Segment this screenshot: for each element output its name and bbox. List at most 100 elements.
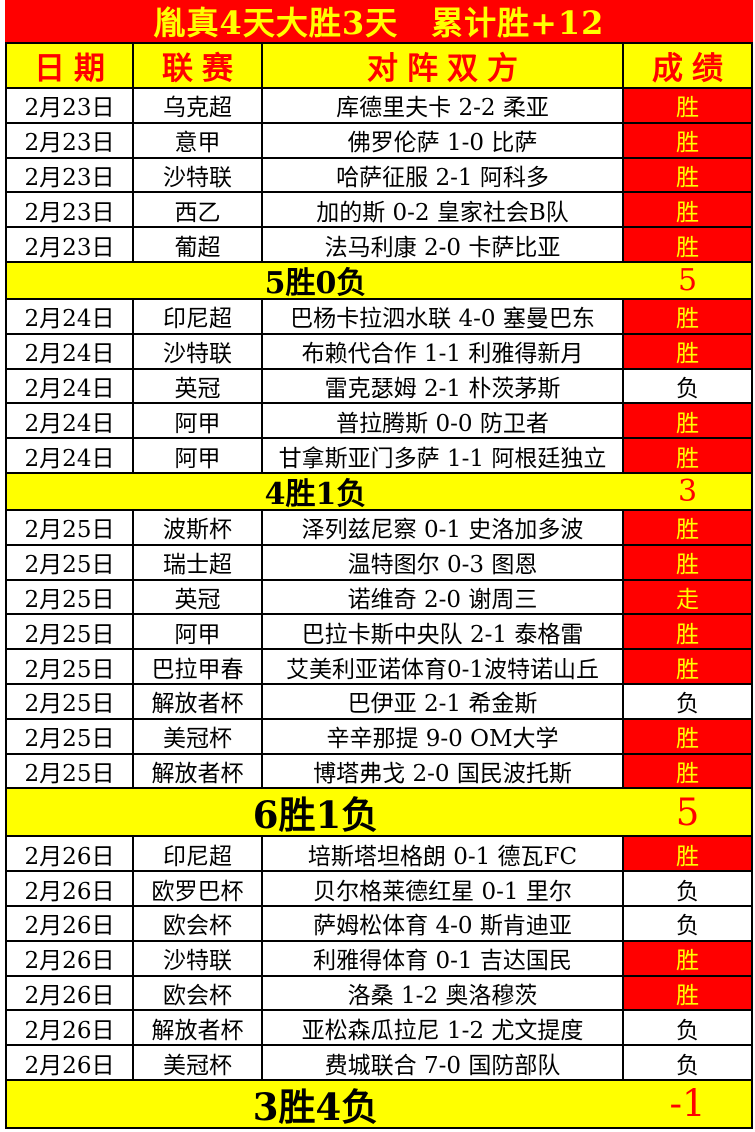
date-cell: 2月25日	[7, 650, 134, 683]
league-cell: 解放者杯	[134, 1011, 263, 1045]
date-cell: 2月23日	[7, 193, 134, 227]
match-row: 2月25日 巴拉甲春 艾美利亚诺体育0-1波特诺山丘 胜	[7, 648, 751, 683]
match-row: 2月23日 意甲 佛罗伦萨 1-0 比萨 胜	[7, 121, 751, 157]
date-cell: 2月23日	[7, 89, 134, 122]
result-cell: 负	[624, 369, 751, 403]
header-cell-match: 对阵双方	[263, 44, 624, 87]
match-cell: 甘拿斯亚门多萨 1-1 阿根廷独立	[263, 439, 624, 472]
summary-label: 3胜4负	[252, 1084, 379, 1129]
match-cell: 博塔弗戈 2-0 国民波托斯	[263, 754, 624, 788]
league-cell: 欧会杯	[134, 976, 263, 1010]
match-row: 2月26日 美冠杯 费城联合 7-0 国防部队 负	[7, 1044, 751, 1079]
league-cell: 印尼超	[134, 299, 263, 333]
match-row: 2月25日 阿甲 巴拉卡斯中央队 2-1 泰格雷 胜	[7, 613, 751, 649]
results-table: 日期 联赛 对阵双方 成绩 2月23日 乌克超 库德里夫卡 2-2 柔亚 胜 2…	[5, 42, 753, 1129]
match-row: 2月24日 阿甲 普拉腾斯 0-0 防卫者 胜	[7, 402, 751, 438]
result-cell: 胜	[624, 404, 751, 438]
league-cell: 葡超	[134, 228, 263, 261]
day-block: 2月25日 波斯杯 泽列兹尼察 0-1 史洛加多波 胜 2月25日 瑞士超 温特…	[7, 508, 751, 837]
date-cell: 2月25日	[7, 719, 134, 753]
match-row: 2月25日 波斯杯 泽列兹尼察 0-1 史洛加多波 胜	[7, 508, 751, 544]
league-cell: 沙特联	[134, 334, 263, 368]
league-cell: 乌克超	[134, 89, 263, 122]
header-cell-league: 联赛	[134, 44, 263, 87]
league-cell: 英冠	[134, 580, 263, 614]
result-cell: 胜	[624, 650, 751, 683]
date-cell: 2月25日	[7, 580, 134, 614]
result-cell: 胜	[624, 228, 751, 261]
match-cell: 培斯塔坦格朗 0-1 德瓦FC	[263, 837, 624, 871]
result-cell: 胜	[624, 754, 751, 788]
date-cell: 2月26日	[7, 976, 134, 1010]
summary-row: 3胜4负 -1	[7, 1078, 751, 1129]
day-block: 2月26日 印尼超 培斯塔坦格朗 0-1 德瓦FC 胜 2月26日 欧罗巴杯 贝…	[7, 835, 751, 1129]
summary-row: 6胜1负 5	[7, 787, 751, 837]
match-cell: 亚松森瓜拉尼 1-2 尤文提度	[263, 1011, 624, 1045]
header-cell-date: 日期	[7, 44, 134, 87]
league-cell: 沙特联	[134, 158, 263, 192]
title-banner: 胤真4天大胜3天 累计胜+12	[5, 0, 753, 42]
match-row: 2月24日 英冠 雷克瑟姆 2-1 朴茨茅斯 负	[7, 367, 751, 403]
league-cell: 解放者杯	[134, 684, 263, 718]
result-cell: 胜	[624, 837, 751, 871]
match-row: 2月26日 欧会杯 洛桑 1-2 奥洛穆茨 胜	[7, 974, 751, 1010]
match-cell: 泽列兹尼察 0-1 史洛加多波	[263, 510, 624, 544]
date-cell: 2月23日	[7, 158, 134, 192]
league-cell: 阿甲	[134, 404, 263, 438]
result-cell: 负	[624, 1046, 751, 1079]
date-cell: 2月24日	[7, 334, 134, 368]
result-cell: 胜	[624, 719, 751, 753]
match-row: 2月25日 瑞士超 温特图尔 0-3 图恩 胜	[7, 543, 751, 579]
match-cell: 诺维奇 2-0 谢周三	[263, 580, 624, 614]
match-cell: 巴杨卡拉泗水联 4-0 塞曼巴东	[263, 299, 624, 333]
result-cell: 负	[624, 1011, 751, 1045]
result-cell: 胜	[624, 299, 751, 333]
result-cell: 负	[624, 872, 751, 905]
result-cell: 胜	[624, 158, 751, 192]
result-cell: 负	[624, 684, 751, 718]
league-cell: 意甲	[134, 123, 263, 157]
date-cell: 2月26日	[7, 1011, 134, 1045]
date-cell: 2月25日	[7, 684, 134, 718]
match-cell: 哈萨征服 2-1 阿科多	[263, 158, 624, 192]
summary-score: 5	[675, 790, 700, 834]
date-cell: 2月25日	[7, 754, 134, 788]
match-cell: 利雅得体育 0-1 吉达国民	[263, 941, 624, 975]
match-row: 2月24日 阿甲 甘拿斯亚门多萨 1-1 阿根廷独立 胜	[7, 437, 751, 472]
league-cell: 欧会杯	[134, 906, 263, 940]
league-cell: 美冠杯	[134, 719, 263, 753]
date-cell: 2月26日	[7, 872, 134, 905]
match-cell: 法马利康 2-0 卡萨比亚	[263, 228, 624, 261]
league-cell: 解放者杯	[134, 754, 263, 788]
match-row: 2月25日 解放者杯 博塔弗戈 2-0 国民波托斯 胜	[7, 752, 751, 788]
match-row: 2月23日 西乙 加的斯 0-2 皇家社会B队 胜	[7, 191, 751, 227]
result-cell: 胜	[624, 941, 751, 975]
match-cell: 布赖代合作 1-1 利雅得新月	[263, 334, 624, 368]
match-row: 2月24日 印尼超 巴杨卡拉泗水联 4-0 塞曼巴东 胜	[7, 297, 751, 333]
date-cell: 2月24日	[7, 439, 134, 472]
match-cell: 加的斯 0-2 皇家社会B队	[263, 193, 624, 227]
result-cell: 胜	[624, 334, 751, 368]
date-cell: 2月25日	[7, 545, 134, 579]
date-cell: 2月26日	[7, 837, 134, 871]
match-row: 2月23日 沙特联 哈萨征服 2-1 阿科多 胜	[7, 156, 751, 192]
match-cell: 库德里夫卡 2-2 柔亚	[263, 89, 624, 122]
result-cell: 胜	[624, 615, 751, 649]
table-header-row: 日期 联赛 对阵双方 成绩	[7, 44, 751, 87]
match-cell: 费城联合 7-0 国防部队	[263, 1046, 624, 1079]
league-cell: 美冠杯	[134, 1046, 263, 1079]
result-cell: 胜	[624, 89, 751, 122]
match-cell: 巴伊亚 2-1 希金斯	[263, 684, 624, 718]
result-cell: 胜	[624, 439, 751, 472]
league-cell: 西乙	[134, 193, 263, 227]
match-cell: 普拉腾斯 0-0 防卫者	[263, 404, 624, 438]
match-row: 2月26日 印尼超 培斯塔坦格朗 0-1 德瓦FC 胜	[7, 835, 751, 871]
match-row: 2月26日 解放者杯 亚松森瓜拉尼 1-2 尤文提度 负	[7, 1009, 751, 1045]
day-block: 2月24日 印尼超 巴杨卡拉泗水联 4-0 塞曼巴东 胜 2月24日 沙特联 布…	[7, 297, 751, 512]
date-cell: 2月26日	[7, 906, 134, 940]
result-cell: 胜	[624, 545, 751, 579]
match-cell: 萨姆松体育 4-0 斯肯迪亚	[263, 906, 624, 940]
result-cell: 胜	[624, 123, 751, 157]
match-row: 2月26日 沙特联 利雅得体育 0-1 吉达国民 胜	[7, 939, 751, 975]
